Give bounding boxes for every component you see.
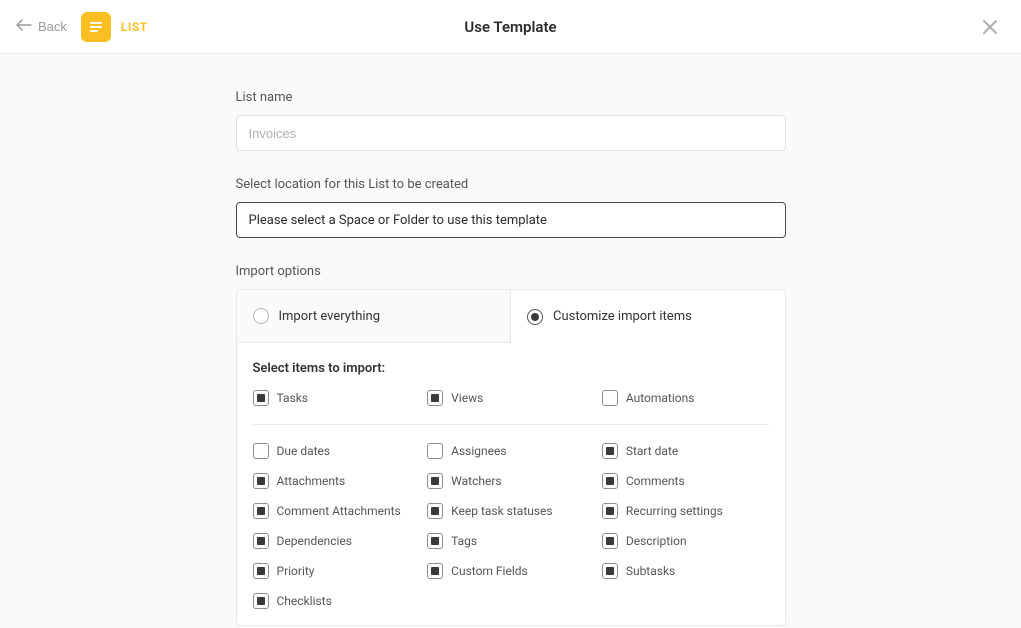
checkbox-checked-icon [427,563,443,579]
badge-label: LIST [121,20,148,34]
checkbox-label: Custom Fields [451,564,528,578]
checkbox-due-dates[interactable]: Due dates [253,443,420,459]
checkbox-assignees[interactable]: Assignees [427,443,594,459]
list-name-label: List name [236,90,786,105]
checkbox-tags[interactable]: Tags [427,533,594,549]
customize-import-option[interactable]: Customize import items [511,290,785,343]
checkbox-subtasks[interactable]: Subtasks [602,563,769,579]
checkbox-views[interactable]: Views [427,390,594,406]
checkbox-unchecked-icon [602,390,618,406]
checkbox-checked-icon [602,563,618,579]
checkbox-label: Subtasks [626,564,675,578]
checkbox-checked-icon [602,443,618,459]
list-icon [81,12,111,42]
import-everything-option[interactable]: Import everything [237,290,512,343]
checkbox-dependencies[interactable]: Dependencies [253,533,420,549]
arrow-left-icon [16,19,32,35]
checkbox-start-date[interactable]: Start date [602,443,769,459]
checkbox-checked-icon [602,503,618,519]
checkbox-checked-icon [427,533,443,549]
list-name-section: List name [236,90,786,151]
radio-selected-icon [527,309,543,325]
checkbox-watchers[interactable]: Watchers [427,473,594,489]
import-body-title: Select items to import: [253,361,769,376]
checkbox-tasks[interactable]: Tasks [253,390,420,406]
checkbox-label: Keep task statuses [451,504,552,518]
list-name-input[interactable] [236,115,786,151]
checkbox-checked-icon [253,533,269,549]
customize-import-label: Customize import items [553,309,692,324]
checkbox-label: Comments [626,474,685,488]
list-badge-wrap: LIST [81,12,148,42]
import-everything-label: Import everything [279,309,381,324]
checkbox-keep-task-statuses[interactable]: Keep task statuses [427,503,594,519]
checkbox-label: Checklists [277,594,332,608]
checkbox-checked-icon [602,533,618,549]
checkbox-label: Watchers [451,474,501,488]
back-button[interactable]: Back [16,19,67,35]
checkbox-attachments[interactable]: Attachments [253,473,420,489]
checkbox-comments[interactable]: Comments [602,473,769,489]
checkbox-recurring-settings[interactable]: Recurring settings [602,503,769,519]
checkbox-comment-attachments[interactable]: Comment Attachments [253,503,420,519]
checkbox-checked-icon [253,473,269,489]
checkbox-label: Start date [626,444,678,458]
location-section: Select location for this List to be crea… [236,177,786,238]
checkbox-checked-icon [253,563,269,579]
checkbox-description[interactable]: Description [602,533,769,549]
checkbox-label: Comment Attachments [277,504,401,518]
checkbox-checked-icon [253,390,269,406]
checkbox-unchecked-icon [253,443,269,459]
checkbox-label: Due dates [277,444,331,458]
checkbox-checklists[interactable]: Checklists [253,593,420,609]
modal-header: Back LIST Use Template [0,0,1021,54]
form-content: List name Select location for this List … [236,54,786,628]
checkbox-label: Tags [451,534,477,548]
radio-unselected-icon [253,308,269,324]
import-card: Import everything Customize import items… [236,289,786,626]
checkbox-automations[interactable]: Automations [602,390,769,406]
location-label: Select location for this List to be crea… [236,177,786,192]
top-items-row: Tasks Views Automations [253,390,769,425]
checkbox-checked-icon [427,503,443,519]
checkbox-label: Tasks [277,391,309,405]
checkbox-label: Recurring settings [626,504,723,518]
checkbox-checked-icon [602,473,618,489]
location-placeholder: Please select a Space or Folder to use t… [249,213,547,228]
checkbox-label: Assignees [451,444,506,458]
import-options-section: Import options Import everything Customi… [236,264,786,626]
checkbox-label: Dependencies [277,534,352,548]
close-button[interactable] [977,14,1003,40]
checkbox-label: Attachments [277,474,346,488]
checkbox-checked-icon [253,503,269,519]
items-grid: Due dates Assignees Start date Attachments W… [253,443,769,609]
checkbox-unchecked-icon [427,443,443,459]
checkbox-label: Priority [277,564,315,578]
checkbox-label: Description [626,534,687,548]
checkbox-checked-icon [427,473,443,489]
checkbox-custom-fields[interactable]: Custom Fields [427,563,594,579]
modal-title: Use Template [464,18,556,36]
checkbox-checked-icon [427,390,443,406]
checkbox-priority[interactable]: Priority [253,563,420,579]
checkbox-label: Automations [626,391,695,405]
close-icon [981,18,999,36]
checkbox-checked-icon [253,593,269,609]
back-label: Back [38,19,67,34]
checkbox-label: Views [451,391,483,405]
import-body: Select items to import: Tasks Views Automa… [237,343,785,625]
import-options-label: Import options [236,264,786,279]
location-select[interactable]: Please select a Space or Folder to use t… [236,202,786,238]
import-mode-row: Import everything Customize import items [237,290,785,343]
modal-body-scroll[interactable]: List name Select location for this List … [0,54,1021,628]
